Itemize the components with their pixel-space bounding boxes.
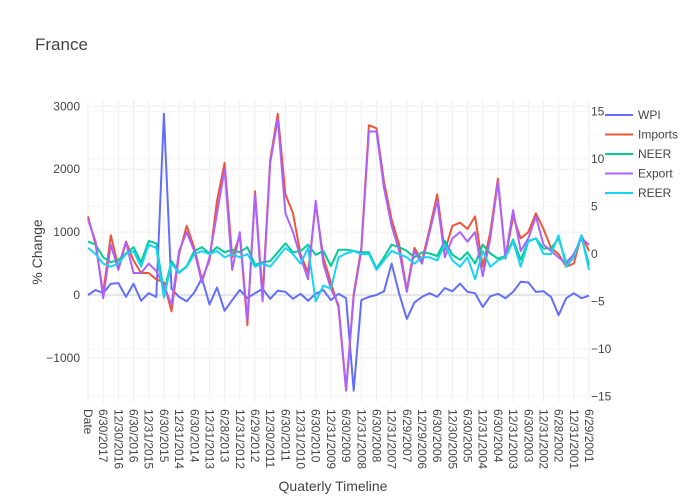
y-tick-label: 1000: [53, 225, 80, 239]
x-tick-label: 12/31/2004: [476, 409, 490, 469]
y2-tick-label: −15: [591, 389, 612, 403]
x-tick-label: 12/31/2010: [294, 409, 308, 469]
y2-tick-label: 0: [591, 247, 598, 261]
x-tick-label: 6/30/2003: [521, 409, 535, 463]
legend-label: WPI: [638, 108, 661, 122]
x-tick-label: 12/31/2015: [142, 409, 156, 469]
x-tick-label: 12/31/2014: [172, 409, 186, 469]
legend-item-reer[interactable]: REER: [605, 186, 672, 200]
y-tick-label: 3000: [53, 99, 80, 113]
y-axis-title: % Change: [29, 219, 45, 285]
legend-item-neer[interactable]: NEER: [605, 147, 672, 161]
y2-tick-label: 5: [591, 199, 598, 213]
x-tick-label: 6/29/2007: [400, 409, 414, 463]
x-tick-label: 6/30/2010: [309, 409, 323, 463]
x-tick-label: 6/30/2008: [369, 409, 383, 463]
x-tick-label: 12/30/2005: [445, 409, 459, 469]
x-tick-label: 12/30/2011: [263, 409, 277, 468]
legend-label: Export: [638, 167, 673, 181]
y2-tick-label: 10: [591, 152, 605, 166]
y2-axis-ticks: 15 10 5 0 −5 −10 −15: [591, 104, 612, 403]
x-tick-label: 6/29/2001: [582, 409, 596, 463]
x-tick-label: 6/30/2004: [491, 409, 505, 463]
x-tick-label: 12/31/2012: [233, 409, 247, 469]
y2-tick-label: 15: [591, 104, 605, 118]
legend[interactable]: WPI Imports NEER Export REER: [605, 108, 678, 200]
x-tick-label: 12/31/2009: [324, 409, 338, 469]
x-tick-label: 6/30/2015: [157, 409, 171, 463]
x-tick-label: 12/31/2007: [385, 409, 399, 469]
legend-label: NEER: [638, 147, 672, 161]
plot-lines: [87, 112, 590, 392]
series-line-reer: [87, 234, 590, 303]
x-axis-ticks: Date 6/30/2017 12/30/2016 6/30/2016 12/31/20…: [81, 409, 596, 469]
y-tick-label: 2000: [53, 162, 80, 176]
x-tick-label: 6/30/2016: [127, 409, 141, 463]
x-tick-label: 12/31/2008: [354, 409, 368, 469]
x-tick-label: 6/30/2009: [339, 409, 353, 463]
legend-item-imports[interactable]: Imports: [605, 128, 678, 142]
series-line-wpi: [87, 112, 590, 392]
legend-item-export[interactable]: Export: [605, 167, 673, 181]
x-tick-label: 6/29/2012: [248, 409, 262, 463]
x-tick-label: 6/30/2005: [461, 409, 475, 463]
x-tick-label: 12/30/2016: [111, 409, 125, 469]
x-tick-label: 6/28/2013: [218, 409, 232, 463]
x-tick-label: 12/31/2013: [202, 409, 216, 469]
x-tick-label: Date: [81, 409, 95, 435]
x-tick-label: 6/30/2017: [96, 409, 110, 463]
x-tick-label: 12/29/2006: [415, 409, 429, 469]
y2-tick-label: −5: [591, 294, 605, 308]
legend-label: Imports: [638, 128, 678, 142]
legend-item-wpi[interactable]: WPI: [605, 108, 661, 122]
x-tick-label: 12/31/2003: [506, 409, 520, 469]
x-tick-label: 6/30/2014: [187, 409, 201, 463]
x-tick-label: 6/30/2011: [278, 409, 292, 462]
y2-tick-label: −10: [591, 342, 612, 356]
y-axis-ticks: 3000 2000 1000 0 −1000: [46, 99, 80, 365]
x-tick-label: 12/31/2001: [567, 409, 581, 469]
x-tick-label: 6/28/2002: [552, 409, 566, 463]
legend-label: REER: [638, 186, 672, 200]
chart-title: France: [35, 35, 88, 54]
x-axis-title: Quaterly Timeline: [279, 478, 388, 494]
x-tick-label: 6/30/2006: [430, 409, 444, 463]
y-tick-label: −1000: [46, 351, 80, 365]
x-tick-label: 12/31/2002: [536, 409, 550, 469]
y-tick-label: 0: [73, 288, 80, 302]
gridlines: [87, 100, 590, 402]
